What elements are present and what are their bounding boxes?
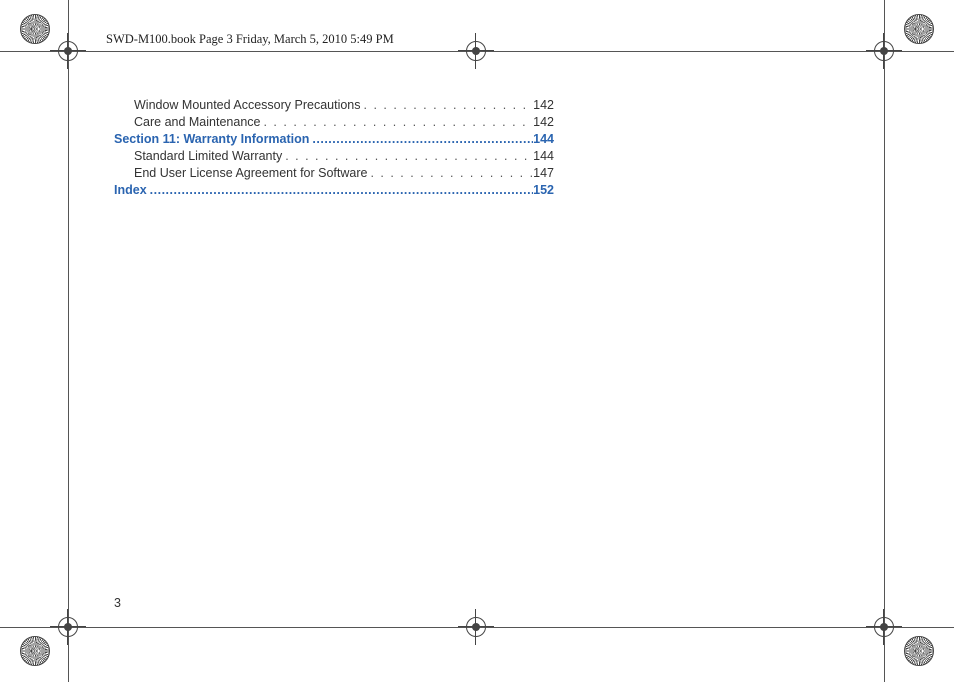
- toc-entry: Standard Limited Warranty 144: [114, 149, 554, 163]
- registration-mark-icon: [872, 39, 896, 63]
- toc-section-page: 144: [533, 132, 554, 146]
- table-of-contents: Window Mounted Accessory Precautions 142…: [114, 98, 554, 200]
- crop-line-right: [884, 0, 885, 682]
- registration-mark-icon: [464, 39, 488, 63]
- toc-leader: [282, 149, 533, 163]
- toc-section-page: 152: [533, 183, 554, 197]
- toc-page: 142: [533, 115, 554, 129]
- sunburst-corner-icon: [904, 14, 934, 44]
- toc-entry: End User License Agreement for Software …: [114, 166, 554, 180]
- sunburst-corner-icon: [904, 636, 934, 666]
- toc-leader: [367, 166, 533, 180]
- toc-label: End User License Agreement for Software: [134, 166, 367, 180]
- sunburst-corner-icon: [20, 14, 50, 44]
- toc-label: Window Mounted Accessory Precautions: [134, 98, 361, 112]
- toc-leader: [147, 183, 533, 197]
- toc-entry: Care and Maintenance 142: [114, 115, 554, 129]
- toc-label: Care and Maintenance: [134, 115, 260, 129]
- registration-mark-icon: [872, 615, 896, 639]
- toc-page: 147: [533, 166, 554, 180]
- toc-section-label: Section 11: Warranty Information: [114, 132, 309, 146]
- toc-page: 142: [533, 98, 554, 112]
- toc-leader: [309, 132, 533, 146]
- page-number: 3: [114, 596, 121, 610]
- sunburst-corner-icon: [20, 636, 50, 666]
- document-header: SWD-M100.book Page 3 Friday, March 5, 20…: [106, 32, 394, 47]
- toc-leader: [260, 115, 533, 129]
- toc-label: Standard Limited Warranty: [134, 149, 282, 163]
- toc-page: 144: [533, 149, 554, 163]
- registration-mark-icon: [464, 615, 488, 639]
- toc-entry: Window Mounted Accessory Precautions 142: [114, 98, 554, 112]
- toc-section: Index 152: [114, 183, 554, 197]
- toc-leader: [361, 98, 534, 112]
- toc-section-label: Index: [114, 183, 147, 197]
- crop-line-left: [68, 0, 69, 682]
- toc-section: Section 11: Warranty Information 144: [114, 132, 554, 146]
- registration-mark-icon: [56, 615, 80, 639]
- registration-mark-icon: [56, 39, 80, 63]
